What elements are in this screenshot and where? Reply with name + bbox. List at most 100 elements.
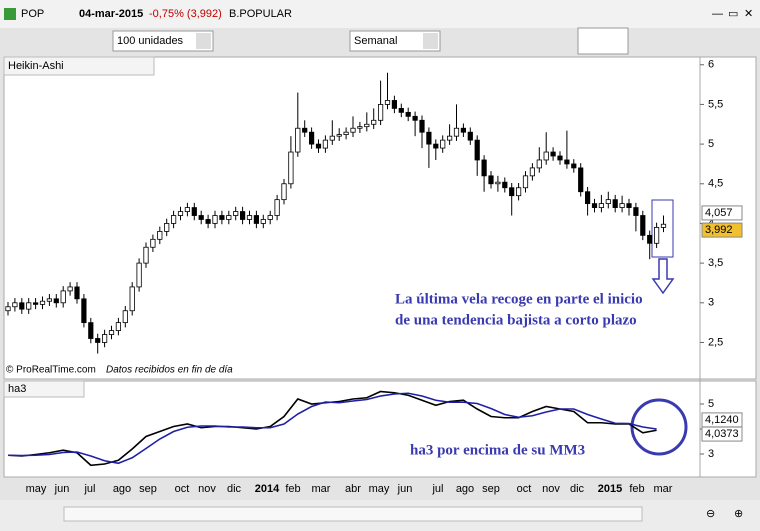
candle-body	[516, 187, 522, 197]
candle-body	[364, 123, 370, 128]
close[interactable]: ✕	[744, 8, 753, 20]
zoom-in[interactable]: ⊕	[734, 508, 743, 520]
candle-body	[281, 183, 287, 201]
price-label: 4,057	[705, 207, 733, 219]
candle-body	[626, 203, 632, 208]
price-label-box	[701, 426, 743, 442]
app-icon	[4, 8, 16, 20]
candle-body	[343, 131, 349, 135]
candle-body	[233, 211, 239, 216]
x-tick-label: mar	[654, 483, 673, 495]
candle-body	[302, 127, 308, 133]
y-tick-label: 4,5	[708, 178, 723, 190]
candle-body	[426, 131, 432, 145]
candle-body	[260, 219, 266, 224]
units: 100 unidades	[117, 35, 184, 47]
candle-body	[488, 175, 494, 185]
x-tick-label: may	[369, 483, 390, 495]
candle-body	[129, 286, 135, 312]
x-tick-label: abr	[345, 483, 361, 495]
candle-body	[288, 151, 294, 185]
y-tick-label: 5	[708, 138, 714, 150]
scrollbar[interactable]	[63, 506, 643, 522]
price-label-box	[701, 205, 743, 221]
units-dropdown[interactable]	[112, 30, 214, 52]
candle-body	[605, 199, 611, 205]
candle-body	[495, 181, 501, 185]
price-label: 4,1240	[705, 414, 739, 426]
maximize[interactable]: ▭	[728, 8, 738, 20]
x-tick-label: dic	[570, 483, 585, 495]
candle-body	[33, 302, 39, 305]
candle-body	[246, 215, 253, 220]
x-tick-label: jun	[54, 483, 70, 495]
period-dropdown[interactable]	[349, 30, 441, 52]
candle-body	[12, 302, 18, 308]
candle-body	[633, 207, 639, 216]
candle-body	[143, 246, 149, 264]
dropdown-arrow[interactable]	[423, 33, 438, 49]
candle-body	[170, 215, 177, 224]
y-tick-label: 5	[708, 398, 714, 410]
candle-body	[115, 322, 121, 331]
candle-body	[384, 100, 391, 105]
candle-body	[377, 104, 384, 121]
candle-body	[502, 181, 508, 189]
price-label: 3,992	[705, 224, 733, 236]
x-tick-label: oct	[175, 483, 190, 495]
candle-body	[267, 215, 273, 220]
change: -0,75% (3,992)	[149, 8, 222, 20]
candle-body	[164, 223, 170, 232]
x-tick-label: feb	[629, 483, 644, 495]
instrument-name: B.POPULAR	[229, 8, 292, 20]
x-tick-label: sep	[482, 483, 500, 495]
dropdown-arrow[interactable]	[196, 33, 211, 49]
candle-body	[88, 322, 94, 339]
candle-body	[239, 211, 246, 220]
candle-body	[74, 286, 80, 300]
y-tick-label: 3	[708, 297, 714, 309]
candle-body	[122, 310, 128, 324]
candle-body	[640, 215, 646, 236]
x-tick-label: nov	[542, 483, 560, 495]
title-bar	[0, 0, 760, 28]
minimize[interactable]: —	[712, 8, 723, 20]
candle-body	[60, 290, 66, 304]
zoom-out[interactable]: ⊖	[706, 508, 715, 520]
y-tick-label: 3,5	[708, 257, 723, 269]
chart-style-button[interactable]	[577, 27, 629, 55]
candle-body	[571, 163, 577, 169]
highlight-circle	[630, 398, 688, 456]
candle-body	[481, 159, 487, 177]
candle-body	[474, 139, 480, 161]
candle-body	[598, 203, 605, 208]
note: Datos recibidos en fin de día	[106, 365, 233, 376]
candle-body	[460, 127, 467, 133]
annotation: ha3 por encima de su MM3	[410, 442, 585, 458]
candle-body	[654, 227, 660, 244]
candle-body	[350, 127, 356, 133]
candle-body	[578, 167, 584, 193]
candle-body	[219, 215, 225, 220]
candle-body	[184, 207, 190, 212]
candle-body	[177, 211, 184, 216]
candle-body	[295, 127, 301, 153]
candle-body	[322, 139, 329, 149]
candle-body	[591, 203, 598, 208]
credit: © ProRealTime.com	[6, 365, 96, 376]
x-tick-label: may	[26, 483, 47, 495]
candle-body	[95, 338, 101, 343]
candle-body	[198, 215, 204, 220]
x-tick-label: feb	[285, 483, 300, 495]
candle-body	[550, 151, 556, 157]
candle-body	[371, 119, 377, 125]
candle-body	[253, 215, 259, 224]
candle-body	[529, 167, 536, 177]
candle-body	[433, 143, 439, 149]
indicator-line	[7, 392, 657, 465]
candle-body	[419, 119, 425, 133]
panel-header	[3, 56, 155, 76]
candle-body	[191, 207, 197, 216]
annotation: La última vela recoge en parte el inicio	[395, 291, 643, 307]
